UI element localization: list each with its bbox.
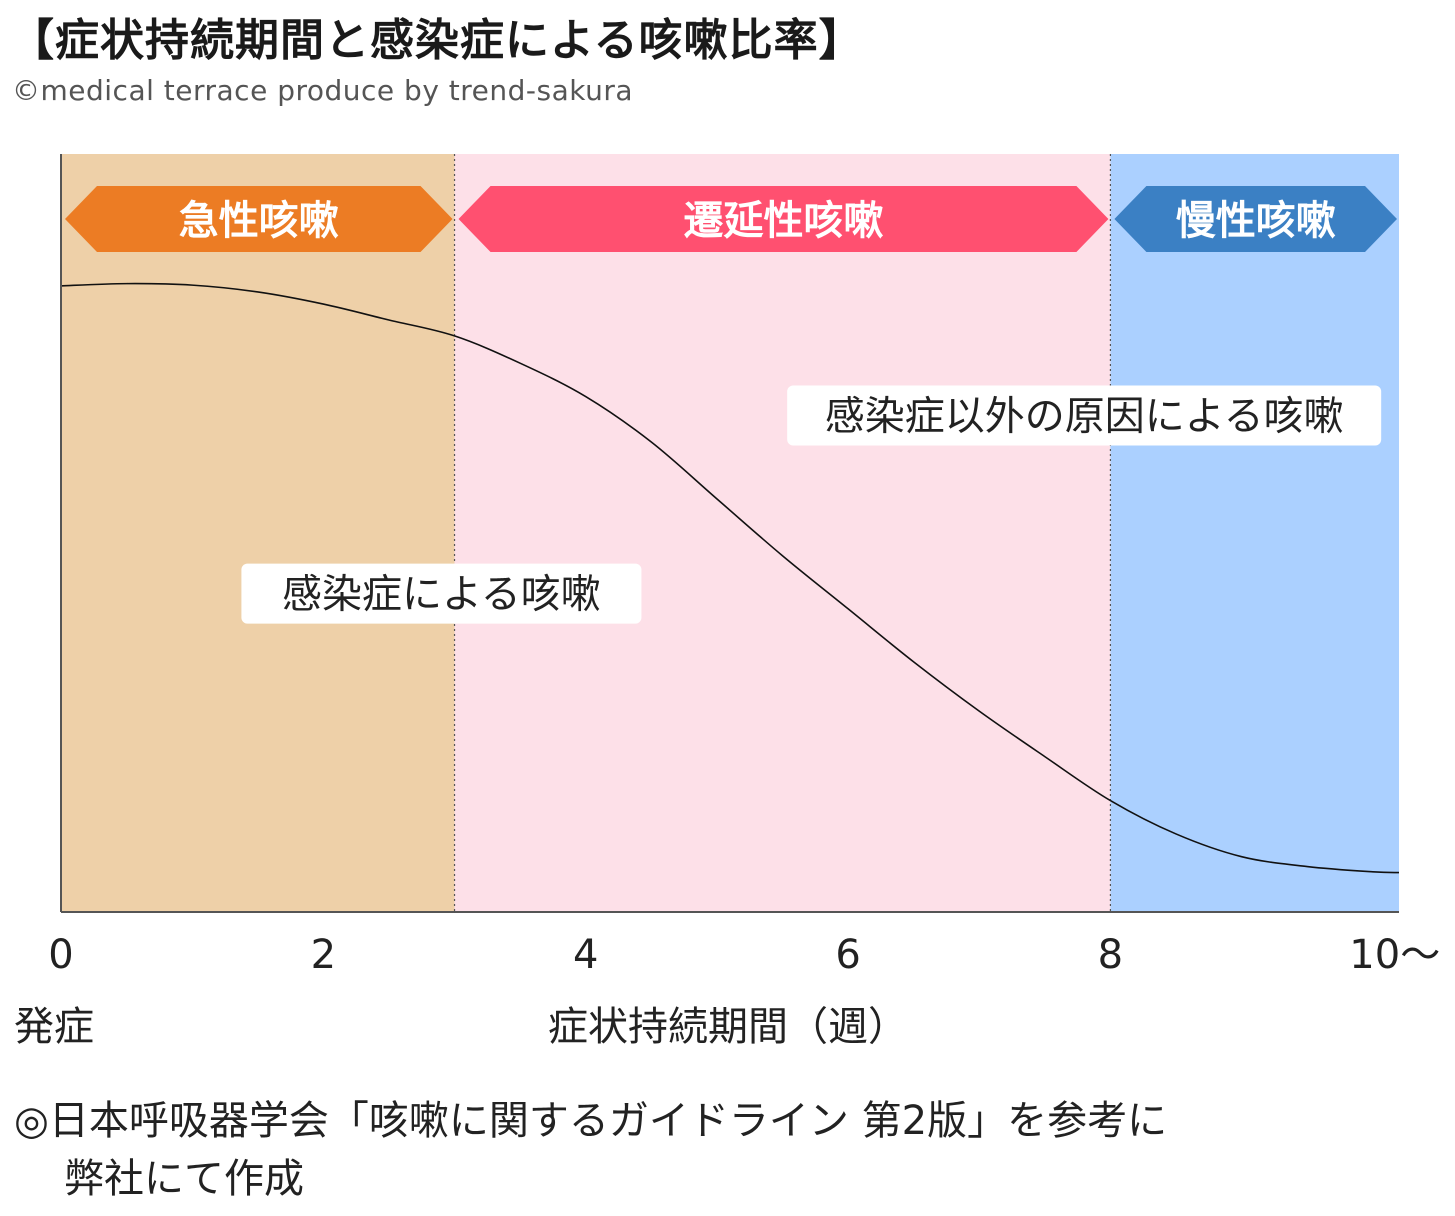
x-tick-label-1: 0 bbox=[48, 932, 73, 978]
x-tick-label-2: 2 bbox=[311, 932, 336, 978]
phase-label-1: 急性咳嗽 bbox=[179, 198, 339, 244]
phase-band-3 bbox=[1110, 154, 1399, 912]
x-tick-label-5: 8 bbox=[1098, 932, 1123, 978]
boundary-curve bbox=[60, 282, 1400, 874]
phase-label-3: 慢性咳嗽 bbox=[1176, 198, 1336, 244]
x-tick-label-3: 4 bbox=[573, 932, 598, 978]
credit-text: ©medical terrace produce by trend-sakura bbox=[12, 74, 634, 107]
phase-label-2: 遷延性咳嗽 bbox=[683, 198, 883, 244]
region-label-1: 感染症以外の原因による咳嗽 bbox=[825, 394, 1344, 440]
phase-arrow-2 bbox=[458, 186, 1109, 252]
phase-arrow-1 bbox=[65, 186, 453, 252]
phase-arrow-3 bbox=[1114, 186, 1397, 252]
region-label-box-2 bbox=[241, 563, 642, 624]
x-tick-label-4: 6 bbox=[835, 932, 860, 978]
phase-band-2 bbox=[454, 154, 1111, 912]
footnote: ◎日本呼吸器学会「咳嗽に関するガイドライン 第2版」を参考に 弊社にて作成 bbox=[14, 1092, 1167, 1208]
region-label-box-1 bbox=[787, 385, 1382, 446]
footnote-line-1: ◎日本呼吸器学会「咳嗽に関するガイドライン 第2版」を参考に bbox=[14, 1098, 1168, 1144]
phase-band-1 bbox=[61, 154, 455, 912]
x-origin-label: 発症 bbox=[14, 1004, 94, 1050]
x-axis-title: 症状持続期間（週） bbox=[548, 1004, 908, 1050]
region-label-2: 感染症による咳嗽 bbox=[282, 572, 601, 618]
chart-title: 【症状持続期間と感染症による咳嗽比率】 bbox=[10, 15, 864, 66]
footnote-line-2: 弊社にて作成 bbox=[64, 1156, 304, 1202]
x-tick-label-6: 10〜 bbox=[1349, 932, 1440, 978]
